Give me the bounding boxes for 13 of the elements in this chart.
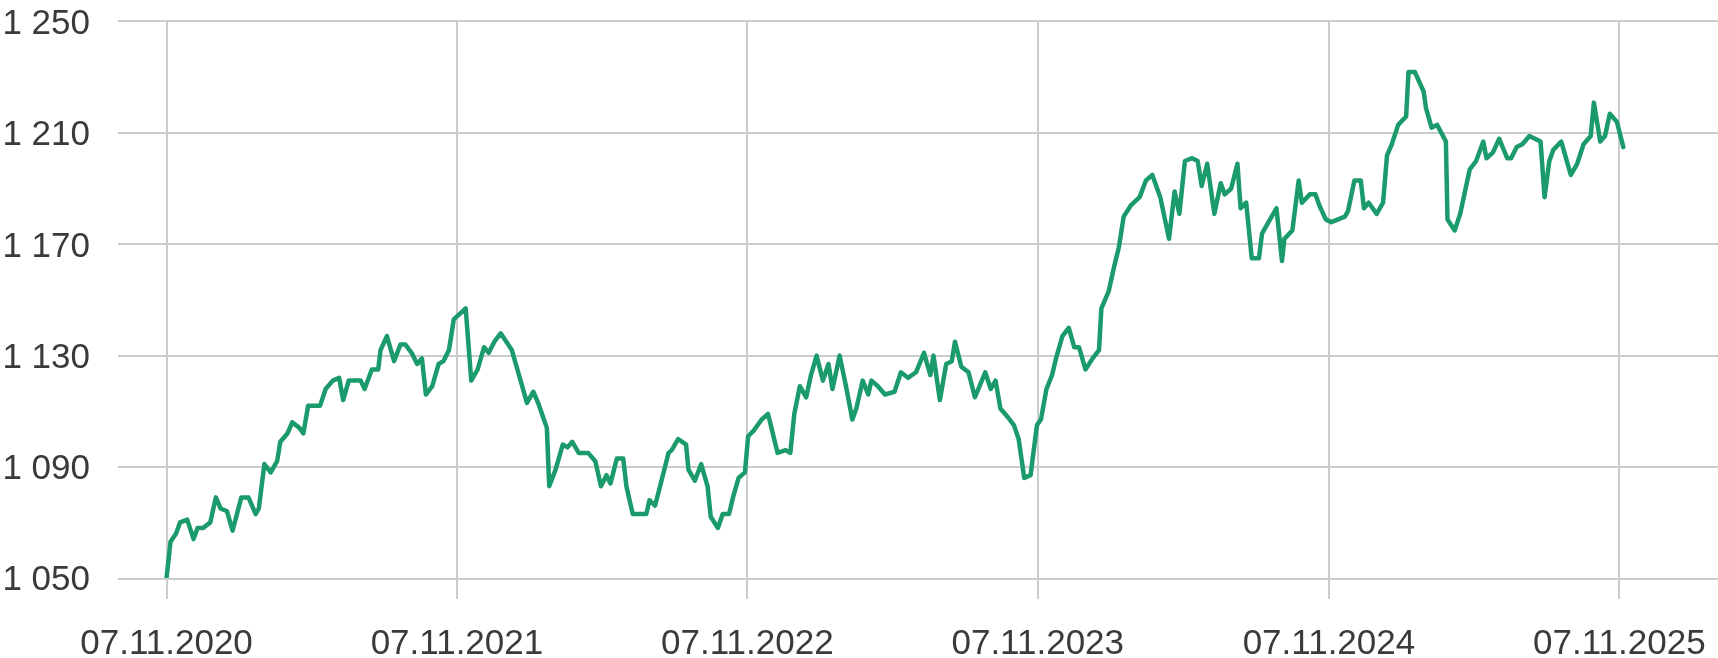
y-tick-label: 1 250	[2, 2, 90, 42]
x-tick-label: 07.11.2021	[370, 622, 544, 658]
line-series	[164, 69, 1626, 578]
x-tick-label: 07.11.2023	[951, 622, 1125, 658]
y-tick-label: 1 170	[2, 224, 90, 264]
y-tick-label: 1 050	[2, 558, 90, 598]
x-tick-label: 07.11.2022	[661, 622, 834, 658]
y-tick-label: 1 210	[2, 113, 90, 153]
x-tick-label: 07.11.2024	[1242, 622, 1416, 658]
y-tick-label: 1 090	[2, 447, 90, 487]
x-tick-label: 07.11.2025	[1533, 622, 1706, 658]
x-tick-label: 07.11.2020	[80, 622, 253, 658]
y-tick-label: 1 130	[2, 335, 90, 375]
